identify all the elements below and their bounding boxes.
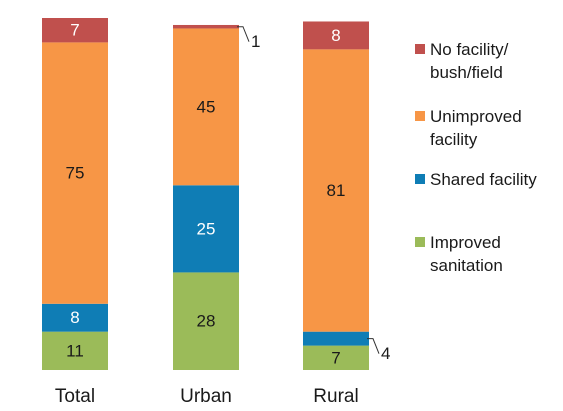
legend-swatch [415,174,425,184]
bar-segment [173,24,239,29]
x-tick-label: Total [55,386,95,407]
data-label: 45 [197,97,216,116]
data-label: 8 [70,308,79,327]
legend-label: Shared facility [430,170,537,189]
legend-swatch [415,237,425,247]
bar-segment [303,345,369,370]
legend-item: Shared facility [415,168,537,191]
legend-swatch [415,111,425,121]
bar-segment [303,49,369,332]
data-label: 28 [197,312,216,331]
legend-item: No facility/ bush/field [415,38,508,84]
legend-item: Unimproved facility [415,105,522,151]
bar-segment [42,42,108,304]
data-label: 75 [66,164,85,183]
data-label: 81 [327,181,346,200]
bar-segment [42,331,108,370]
x-tick-label: Urban [180,386,232,407]
x-tick-label: Rural [313,386,358,407]
data-label: 8 [331,26,340,45]
data-label: 11 [66,341,84,360]
data-label: 7 [70,21,79,40]
bar-segment [303,21,369,50]
bar-segment [42,18,108,43]
legend-label: Unimproved facility [430,107,522,149]
legend-item: Improved sanitation [415,231,503,277]
bar-segment [173,28,239,186]
leader-line [367,338,380,354]
data-label: 4 [381,344,390,363]
legend-label: Improved sanitation [430,233,503,275]
bar-segment [303,331,369,346]
leader-line [237,26,250,42]
bar-segment [173,185,239,273]
legend-label: No facility/ bush/field [430,40,509,82]
bar-segment [42,303,108,332]
data-label: 1 [251,32,260,51]
bar-segment [173,272,239,370]
legend-swatch [415,44,425,54]
data-label: 25 [197,219,216,238]
data-label: 7 [331,348,340,367]
